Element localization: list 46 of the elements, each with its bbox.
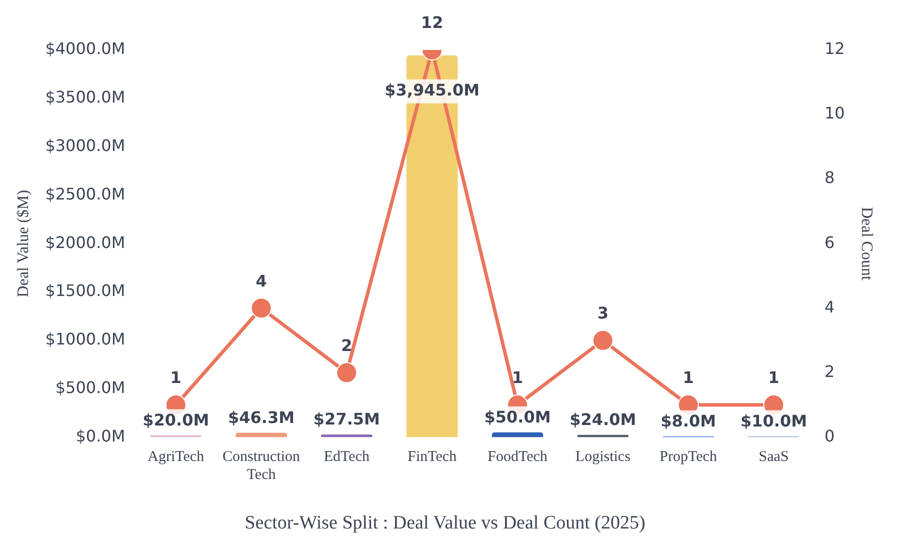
data-label: 1	[682, 368, 694, 388]
data-label: $27.5M	[313, 410, 380, 429]
data-label: 2	[341, 336, 352, 355]
data-label: $10.0M	[740, 411, 807, 430]
y2-axis-title: Deal Count	[858, 206, 876, 281]
x-tick-label: FoodTech	[488, 449, 548, 466]
x-tick-label: PropTech	[660, 449, 718, 466]
y2-tick-label: 4	[824, 297, 835, 316]
y2-tick-label: 10	[824, 104, 845, 123]
y-axis-title: Deal Value ($M)	[14, 190, 32, 298]
y-tick-label: $4000.0M	[45, 39, 126, 58]
bar	[492, 432, 544, 438]
data-label: $20.0M	[142, 410, 210, 430]
data-label: 1	[512, 368, 524, 388]
x-tick-label: FinTech	[408, 449, 458, 466]
data-label: 3	[597, 304, 608, 323]
data-label: 1	[170, 368, 182, 388]
y-tick-label: $500.0M	[55, 378, 126, 397]
y2-tick-label: 8	[824, 168, 835, 188]
y-tick-label: $0.0M	[76, 426, 126, 446]
data-label: 1	[768, 368, 780, 388]
data-label: $3,945.0M	[384, 80, 480, 100]
text: Sector-Wise Split : Deal Value vs Deal Count (2025)	[244, 512, 646, 534]
data-label: 4	[256, 271, 267, 290]
y-tick-label: $2000.0M	[45, 232, 126, 252]
y2-tick-label: 0	[824, 426, 835, 446]
y-tick-label: $3500.0M	[45, 88, 126, 107]
x-tick-label: Construction Tech	[222, 449, 301, 484]
x-tick-label: EdTech	[324, 449, 370, 466]
data-label: $8.0M	[660, 412, 716, 431]
y2-tick-label: 2	[824, 362, 835, 381]
data-label: $50.0M	[484, 408, 551, 427]
bar	[321, 434, 372, 438]
x-tick-label: AgriTech	[148, 449, 205, 466]
data-label: $24.0M	[570, 410, 636, 430]
x-tick-label: Logistics	[575, 449, 631, 466]
data-label: 12	[420, 13, 444, 32]
y-tick-label: $1000.0M	[45, 330, 126, 349]
y2-tick-label: 6	[824, 232, 835, 252]
bar	[236, 432, 287, 438]
y-tick-label: $1500.0M	[45, 281, 126, 300]
y-tick-label: $2500.0M	[45, 184, 126, 204]
y2-tick-label: 12	[824, 39, 845, 58]
data-label: $46.3M	[228, 408, 295, 427]
x-tick-label: SaaS	[758, 449, 789, 466]
y-tick-label: $3000.0M	[45, 136, 126, 155]
